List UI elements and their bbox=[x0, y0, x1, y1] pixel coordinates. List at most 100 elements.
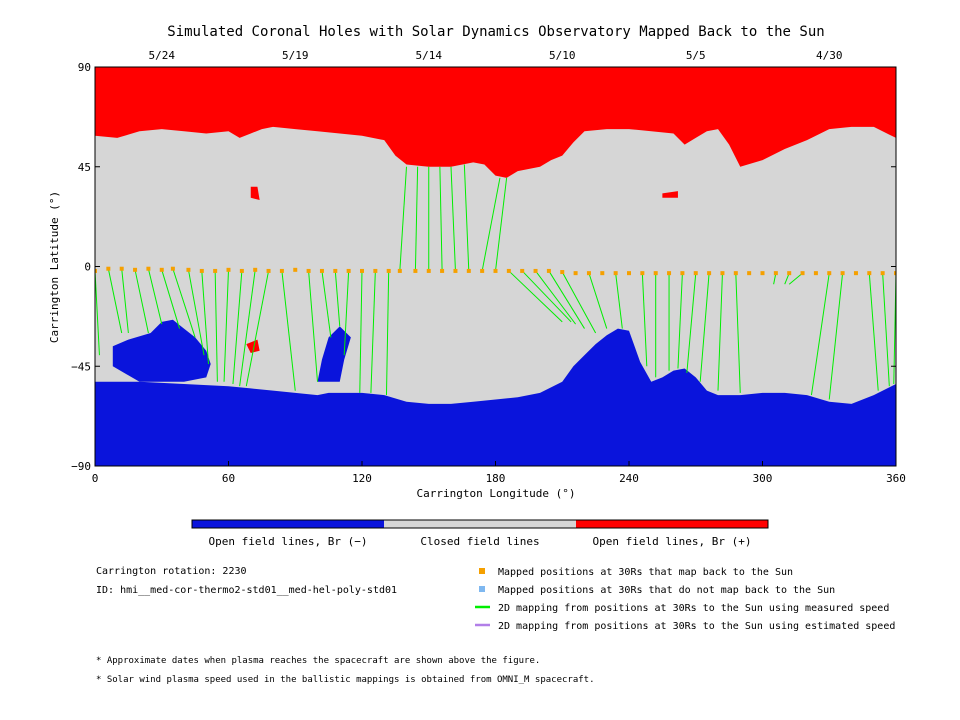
field-line bbox=[187, 269, 205, 356]
plot-area bbox=[95, 67, 896, 466]
date-tick-label: 5/24 bbox=[149, 49, 176, 62]
field-line bbox=[699, 273, 710, 382]
red-spot bbox=[246, 339, 260, 353]
mapped-point bbox=[346, 268, 351, 273]
field-line bbox=[414, 166, 419, 271]
mapped-point bbox=[319, 268, 324, 273]
mapped-point bbox=[667, 271, 672, 276]
blue-lobes bbox=[112, 319, 351, 382]
legend-marker bbox=[479, 586, 485, 592]
mapped-point bbox=[373, 268, 378, 273]
field-line bbox=[641, 273, 648, 367]
legend-label: 2D mapping from positions at 30Rs to the… bbox=[498, 621, 895, 632]
colorbar-label: Open field lines, Br (+) bbox=[593, 535, 752, 548]
y-tick-label: 45 bbox=[78, 161, 91, 174]
mapped-point bbox=[693, 271, 698, 276]
mapped-point bbox=[867, 271, 872, 276]
field-line bbox=[399, 166, 407, 271]
date-axis: 5/24 5/19 5/14 5/10 5/5 4/30 bbox=[149, 49, 843, 72]
x-tick-label: 0 bbox=[92, 472, 99, 485]
red-patch bbox=[662, 191, 678, 198]
mapped-point bbox=[627, 271, 631, 276]
mapped-point bbox=[733, 271, 738, 276]
field-line bbox=[172, 268, 196, 338]
mapped-point bbox=[360, 268, 364, 273]
field-line bbox=[214, 270, 218, 382]
mapped-point bbox=[533, 268, 538, 273]
field-line bbox=[615, 273, 623, 329]
mapped-point bbox=[159, 267, 164, 272]
field-line bbox=[735, 273, 741, 393]
mapped-point bbox=[586, 271, 591, 276]
x-axis: 0 60 120 180 240 300 360 bbox=[92, 461, 906, 485]
colorbar-label: Closed field lines bbox=[420, 535, 539, 548]
y-tick-label: −90 bbox=[71, 460, 91, 473]
y-axis-label: Carrington Latitude (°) bbox=[48, 191, 61, 343]
date-tick-label: 5/10 bbox=[549, 49, 576, 62]
field-line bbox=[548, 270, 585, 329]
mapped-point bbox=[894, 271, 896, 276]
field-line bbox=[535, 270, 576, 325]
mapped-point bbox=[386, 268, 391, 273]
field-line bbox=[588, 272, 608, 329]
mapped-point bbox=[827, 271, 832, 276]
mapped-point bbox=[333, 268, 338, 273]
y-tick-label: 90 bbox=[78, 61, 91, 74]
mapped-point bbox=[170, 266, 175, 271]
mapped-point bbox=[119, 266, 124, 271]
north-open-field-region bbox=[95, 67, 896, 178]
date-tick-label: 4/30 bbox=[816, 49, 843, 62]
mapped-point bbox=[453, 268, 458, 273]
mapped-points bbox=[95, 266, 896, 276]
field-line bbox=[359, 270, 363, 393]
colorbar: Open field lines, Br (−) Closed field lin… bbox=[191, 519, 769, 548]
x-tick-label: 240 bbox=[619, 472, 639, 485]
footnote-2: * Solar wind plasma speed used in the ba… bbox=[96, 675, 595, 685]
field-line bbox=[321, 270, 332, 338]
field-line bbox=[868, 273, 879, 391]
mapped-point bbox=[747, 271, 752, 276]
y-tick-label: −45 bbox=[71, 360, 91, 373]
mapped-point bbox=[880, 271, 885, 276]
mapped-point bbox=[95, 268, 97, 273]
field-line bbox=[147, 268, 163, 325]
mapped-point bbox=[813, 271, 818, 276]
mapped-point bbox=[546, 268, 551, 273]
field-line bbox=[308, 270, 318, 382]
field-line bbox=[232, 270, 243, 385]
field-line bbox=[239, 269, 256, 387]
field-line bbox=[223, 269, 229, 382]
mapped-point bbox=[186, 267, 191, 272]
mapped-point bbox=[266, 268, 271, 273]
mapped-point bbox=[560, 270, 565, 275]
mapped-point bbox=[640, 271, 645, 276]
mapped-point bbox=[720, 271, 725, 276]
field-line bbox=[450, 166, 456, 271]
y-tick-label: 0 bbox=[84, 261, 91, 274]
mapped-point bbox=[106, 266, 111, 271]
mapped-point bbox=[520, 268, 525, 273]
mapped-point bbox=[480, 268, 485, 273]
legend: Mapped positions at 30Rs that map back t… bbox=[475, 567, 895, 632]
colorbar-frame bbox=[191, 519, 769, 529]
colorbar-label: Open field lines, Br (−) bbox=[209, 535, 368, 548]
mapped-point bbox=[573, 271, 578, 276]
colorbar-segment bbox=[384, 520, 576, 528]
red-spots bbox=[246, 186, 678, 353]
mapped-point bbox=[213, 268, 218, 273]
legend-label: Mapped positions at 30Rs that do not map… bbox=[498, 585, 835, 596]
x-tick-label: 360 bbox=[886, 472, 906, 485]
field-lines bbox=[95, 164, 896, 400]
field-line bbox=[677, 273, 683, 369]
mapped-point bbox=[787, 271, 792, 276]
field-line bbox=[810, 273, 830, 396]
field-line bbox=[508, 270, 563, 323]
mapped-point bbox=[397, 268, 402, 273]
field-line bbox=[134, 269, 149, 334]
mapped-point bbox=[840, 271, 845, 276]
x-tick-label: 120 bbox=[352, 472, 372, 485]
footnote-1: * Approximate dates when plasma reaches … bbox=[96, 656, 541, 666]
field-line bbox=[788, 272, 803, 285]
blue-lobe bbox=[112, 319, 211, 382]
